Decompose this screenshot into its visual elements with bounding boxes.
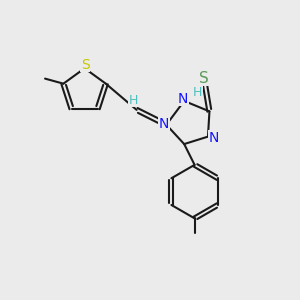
Text: S: S: [199, 70, 208, 86]
Text: N: N: [178, 92, 188, 106]
Text: H: H: [193, 86, 202, 99]
Text: S: S: [81, 58, 90, 72]
Text: N: N: [159, 117, 169, 131]
Text: N: N: [209, 131, 219, 145]
Text: H: H: [128, 94, 138, 107]
